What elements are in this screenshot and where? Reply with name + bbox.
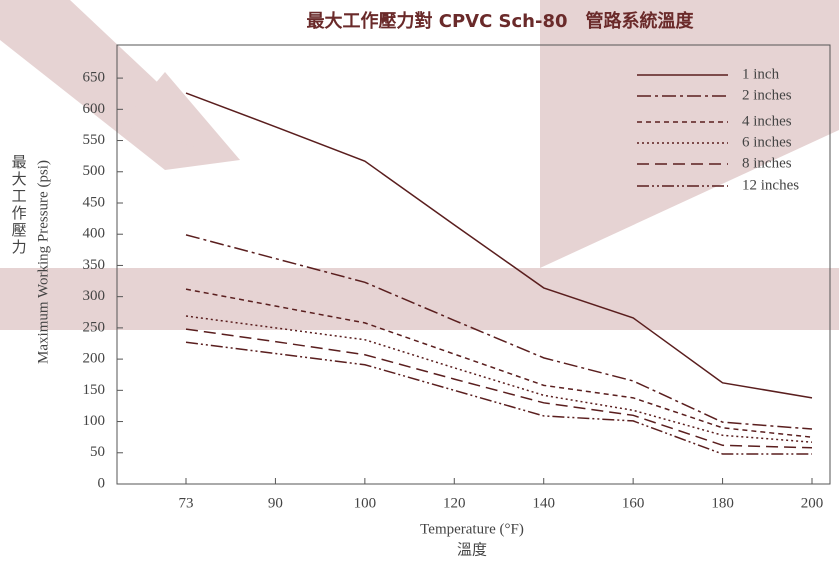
x-tick-label: 90 [268,495,283,511]
legend-label: 6 inches [742,134,792,150]
y-tick-label: 550 [83,132,106,148]
legend-label: 2 inches [742,87,792,103]
legend-label: 8 inches [742,155,792,171]
y-tick-label: 300 [83,288,106,304]
y-tick-label: 350 [83,257,106,273]
x-tick-label: 160 [622,495,645,511]
series-line [185,92,813,399]
y-tick-label: 50 [90,444,105,460]
x-axis-label: Temperature (°F) [420,521,524,537]
watermark-shape [0,268,839,330]
y-tick-label: 250 [83,319,106,335]
y-tick-label: 100 [83,413,106,429]
chart-title: 最大工作壓力對 CPVC Sch-80 管路系統溫度 [306,10,694,32]
x-tick-label: 120 [443,495,466,511]
y-tick-label: 400 [83,226,106,242]
watermark-shape [540,0,839,268]
series-line [185,341,812,455]
x-axis-label-zh: 溫度 [457,541,487,558]
plot-frame [116,44,831,485]
x-tick-label: 73 [179,495,194,511]
legend-label: 12 inches [742,177,799,193]
y-tick-label: 200 [83,351,106,367]
legend-label: 4 inches [742,113,792,129]
legend-label: 1 inch [742,66,780,82]
y-tick-label: 0 [98,475,106,491]
y-tick-label: 650 [83,70,106,86]
watermark-shape [120,72,240,160]
x-tick-label: 100 [354,495,377,511]
series-line [185,328,813,449]
series-line [185,234,813,430]
y-axis-label: Maximum Working Pressure (psi) [35,160,51,364]
y-tick-label: 500 [83,163,106,179]
x-tick-label: 200 [801,495,824,511]
x-tick-label: 140 [532,495,555,511]
watermark [0,0,839,330]
y-axis-label-zh: 最大工作壓力 [10,154,27,256]
y-tick-label: 150 [83,382,106,398]
x-tick-label: 180 [711,495,734,511]
y-tick-label: 450 [83,194,106,210]
y-tick-label: 600 [83,101,106,117]
series-line [185,315,813,443]
series-line [185,288,813,438]
